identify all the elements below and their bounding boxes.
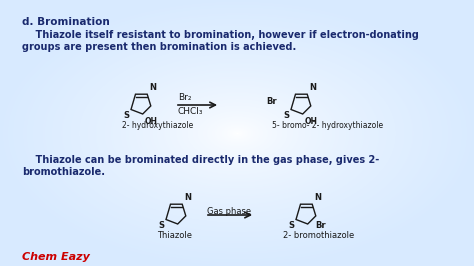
Text: S: S	[123, 110, 129, 119]
Text: Thiazole: Thiazole	[157, 231, 192, 240]
Text: Br: Br	[316, 222, 326, 231]
Text: N: N	[309, 83, 316, 92]
Text: Gas phase: Gas phase	[207, 207, 251, 216]
Text: 5- bromo- 2- hydroxythiazole: 5- bromo- 2- hydroxythiazole	[272, 121, 383, 130]
Text: N: N	[149, 83, 156, 92]
Text: d. Bromination: d. Bromination	[22, 17, 110, 27]
Text: Br: Br	[266, 97, 277, 106]
Text: bromothiazole.: bromothiazole.	[22, 167, 105, 177]
Text: OH: OH	[145, 117, 158, 126]
Text: OH: OH	[305, 117, 318, 126]
Text: N: N	[184, 193, 191, 202]
Text: Br₂: Br₂	[178, 93, 191, 102]
Text: 2- bromothiazole: 2- bromothiazole	[283, 231, 354, 240]
Text: S: S	[288, 221, 294, 230]
Text: Chem Eazy: Chem Eazy	[22, 252, 90, 262]
Text: Thiazole can be brominated directly in the gas phase, gives 2-: Thiazole can be brominated directly in t…	[22, 155, 379, 165]
Text: 2- hydroxythiazole: 2- hydroxythiazole	[122, 121, 193, 130]
Text: S: S	[283, 110, 289, 119]
Text: N: N	[314, 193, 321, 202]
Text: CHCl₃: CHCl₃	[178, 107, 203, 116]
Text: groups are present then bromination is achieved.: groups are present then bromination is a…	[22, 42, 296, 52]
Text: Thiazole itself resistant to bromination, however if electron-donating: Thiazole itself resistant to bromination…	[22, 30, 419, 40]
Text: S: S	[158, 221, 164, 230]
